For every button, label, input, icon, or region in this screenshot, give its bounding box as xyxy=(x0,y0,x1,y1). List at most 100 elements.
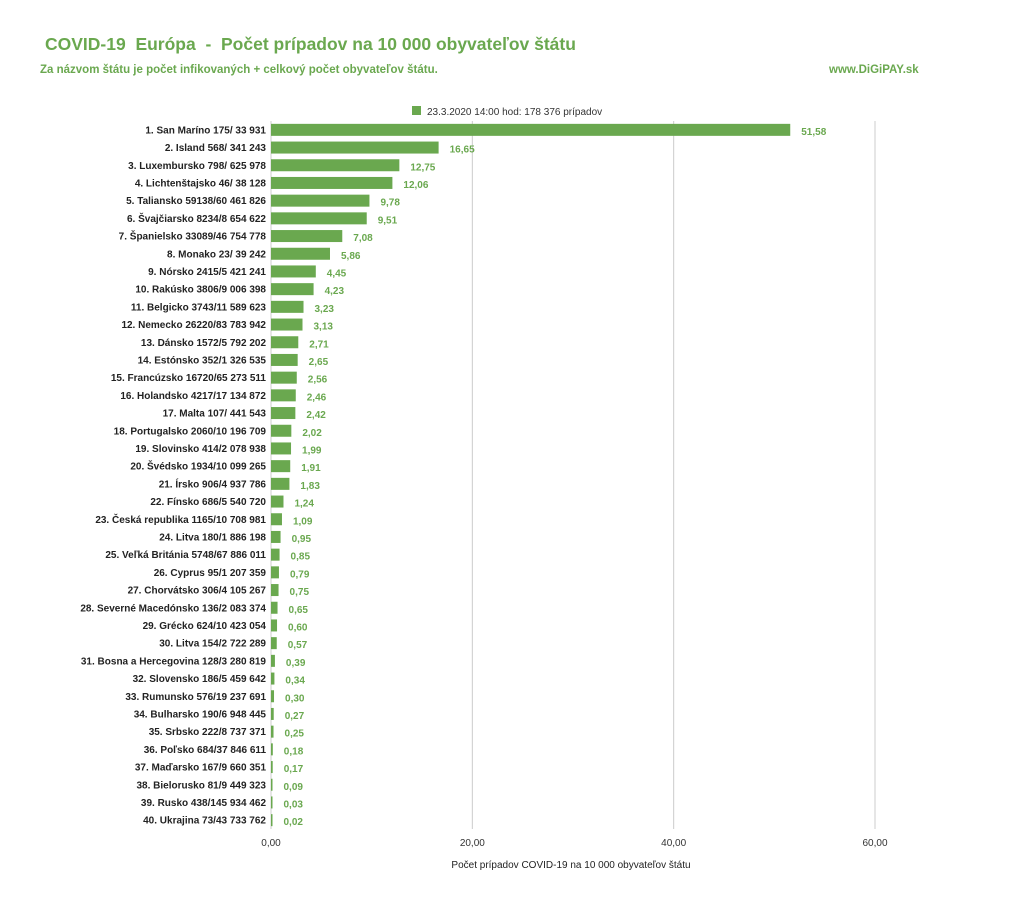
category-label: 25. Veľká Británia 5748/67 886 011 xyxy=(105,550,266,561)
category-label: 7. Španielsko 33089/46 754 778 xyxy=(119,230,267,243)
data-label: 0,09 xyxy=(284,782,304,793)
legend: 23.3.2020 14:00 hod: 178 376 prípadov xyxy=(412,106,602,118)
category-label: 36. Poľsko 684/37 846 611 xyxy=(144,745,267,756)
bar xyxy=(271,743,273,756)
bar xyxy=(271,814,273,827)
bar xyxy=(271,371,297,384)
data-label: 51,58 xyxy=(801,127,826,138)
category-label: 8. Monako 23/ 39 242 xyxy=(167,249,266,260)
bar xyxy=(271,530,281,543)
bar xyxy=(271,513,282,526)
data-label: 2,42 xyxy=(306,410,326,421)
data-label: 1,24 xyxy=(294,499,314,510)
category-label: 29. Grécko 624/10 423 054 xyxy=(143,621,267,632)
bar xyxy=(271,707,274,720)
grid-lines xyxy=(270,121,876,829)
data-label: 0,34 xyxy=(285,676,305,687)
data-label: 2,46 xyxy=(307,392,327,403)
data-label: 3,13 xyxy=(314,322,334,333)
data-label: 0,17 xyxy=(284,764,304,775)
data-label: 2,65 xyxy=(309,357,329,368)
data-label: 9,51 xyxy=(378,215,398,226)
bar xyxy=(271,230,343,243)
data-label: 0,27 xyxy=(285,711,305,722)
data-label: 0,75 xyxy=(290,587,310,598)
data-label: 16,65 xyxy=(450,145,475,156)
category-label: 10. Rakúsko 3806/9 006 398 xyxy=(135,285,266,296)
bar xyxy=(271,389,296,402)
data-label: 0,02 xyxy=(284,817,304,828)
bar xyxy=(271,619,278,632)
data-label: 0,57 xyxy=(288,640,308,651)
category-label: 21. Írsko 906/4 937 786 xyxy=(159,477,267,490)
bar xyxy=(271,336,299,349)
page-subtitle: Za názvom štátu je počet infikovaných + … xyxy=(40,64,438,76)
x-tick-label: 40,00 xyxy=(661,838,686,849)
data-label: 0,85 xyxy=(291,552,311,563)
x-axis-ticks: 0,00 20,00 40,00 60,00 xyxy=(261,838,888,849)
data-label: 7,08 xyxy=(353,233,373,244)
legend-label: 23.3.2020 14:00 hod: 178 376 prípadov xyxy=(427,107,602,118)
bar xyxy=(271,566,279,579)
data-labels: 51,58 16,65 12,75 12,069,78 9,51 7,08 5,86 4,45… xyxy=(284,127,827,828)
bar xyxy=(271,601,278,614)
category-label: 33. Rumunsko 576/19 237 691 xyxy=(125,692,266,703)
data-label: 1,83 xyxy=(300,481,320,492)
data-label: 1,99 xyxy=(302,445,322,456)
bar xyxy=(271,283,314,296)
category-label: 1. San Maríno 175/ 33 931 xyxy=(145,125,266,136)
data-label: 2,71 xyxy=(309,339,329,350)
category-label: 32. Slovensko 186/5 459 642 xyxy=(133,674,267,685)
x-tick-label: 20,00 xyxy=(460,838,485,849)
category-label: 11. Belgicko 3743/11 589 623 xyxy=(131,302,267,313)
data-label: 2,56 xyxy=(308,375,328,386)
bar xyxy=(271,194,370,207)
category-label: 2. Island 568/ 341 243 xyxy=(165,143,267,154)
category-label: 24. Litva 180/1 886 198 xyxy=(159,532,266,543)
x-axis-title: Počet prípadov COVID-19 na 10 000 obyvat… xyxy=(451,860,690,871)
bar xyxy=(271,460,291,473)
category-label: 27. Chorvátsko 306/4 105 267 xyxy=(128,586,267,597)
website-label: www.DiGiPAY.sk xyxy=(829,64,919,76)
data-label: 12,06 xyxy=(403,180,428,191)
bar xyxy=(271,318,303,331)
category-label: 16. Holandsko 4217/17 134 872 xyxy=(120,391,266,402)
data-label: 0,03 xyxy=(284,799,304,810)
data-label: 0,60 xyxy=(288,622,308,633)
bars xyxy=(271,123,791,827)
data-label: 0,39 xyxy=(286,658,306,669)
bar xyxy=(271,123,791,136)
category-label: 37. Maďarsko 167/9 660 351 xyxy=(135,763,267,774)
x-tick-label: 60,00 xyxy=(862,838,887,849)
category-label: 19. Slovinsko 414/2 078 938 xyxy=(135,444,266,455)
bar xyxy=(271,424,292,437)
bar xyxy=(271,690,275,703)
category-label: 22. Fínsko 686/5 540 720 xyxy=(150,497,266,508)
category-label: 23. Česká republika 1165/10 708 981 xyxy=(95,513,266,526)
bar xyxy=(271,584,279,597)
bar xyxy=(271,442,292,455)
bar xyxy=(271,495,284,508)
bar xyxy=(271,477,290,490)
bar xyxy=(271,725,274,738)
category-label: 34. Bulharsko 190/6 948 445 xyxy=(134,709,267,720)
category-label: 26. Cyprus 95/1 207 359 xyxy=(154,568,267,579)
data-label: 0,95 xyxy=(292,534,312,545)
category-label: 31. Bosna a Hercegovina 128/3 280 819 xyxy=(81,656,267,667)
category-label: 35. Srbsko 222/8 737 371 xyxy=(149,727,267,738)
page-title: COVID-19 Európa - Počet prípadov na 10 0… xyxy=(45,34,576,54)
legend-swatch xyxy=(412,106,421,115)
category-label: 30. Litva 154/2 722 289 xyxy=(159,639,266,650)
category-label: 40. Ukrajina 73/43 733 762 xyxy=(143,816,266,827)
bar xyxy=(271,548,280,561)
data-label: 0,65 xyxy=(289,605,309,616)
category-label: 28. Severné Macedónsko 136/2 083 374 xyxy=(80,603,266,614)
category-label: 3. Luxembursko 798/ 625 978 xyxy=(128,161,266,172)
category-label: 14. Estónsko 352/1 326 535 xyxy=(138,355,267,366)
data-label: 1,91 xyxy=(301,463,321,474)
category-label: 5. Taliansko 59138/60 461 826 xyxy=(126,196,266,207)
data-label: 4,45 xyxy=(327,268,347,279)
data-label: 9,78 xyxy=(380,198,400,209)
category-label: 39. Rusko 438/145 934 462 xyxy=(141,798,267,809)
